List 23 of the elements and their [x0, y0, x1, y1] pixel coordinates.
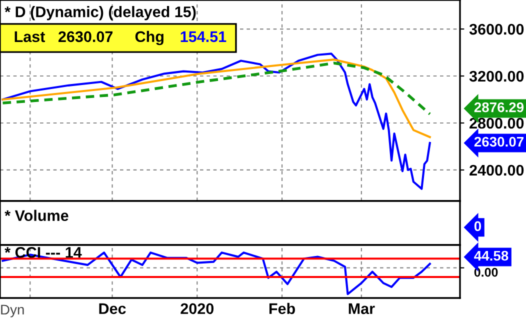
text: * Volume — [4, 210, 68, 222]
x-tick-label: Mar — [348, 303, 375, 314]
chart-title: * D (Dynamic) (delayed 15) — [4, 6, 196, 20]
text: 2630.07 — [474, 136, 524, 147]
y-tick-label: 2800.00 — [470, 118, 524, 129]
text: Dyn — [1, 304, 24, 318]
line-series — [1, 62, 432, 116]
line-series — [2, 58, 431, 138]
y-tick-label: 3200.00 — [469, 70, 524, 82]
annotation: Chg — [135, 30, 164, 46]
text: 0 — [474, 221, 482, 232]
text: 44.58 — [474, 250, 508, 261]
annotation: 154.51 — [180, 31, 226, 42]
x-tick-label: Dec — [99, 303, 126, 314]
y-tick-label: 2400.00 — [470, 164, 524, 176]
line-series — [2, 52, 431, 190]
annotation: Last — [14, 31, 46, 42]
x-tick-label: Feb — [269, 302, 295, 314]
text: 2876.29 — [474, 102, 524, 112]
text: 0.00 — [474, 268, 498, 277]
x-tick-label: 2020 — [180, 303, 214, 314]
annotation: 2630.07 — [58, 31, 113, 42]
y-tick-label: 3600.00 — [469, 24, 524, 35]
